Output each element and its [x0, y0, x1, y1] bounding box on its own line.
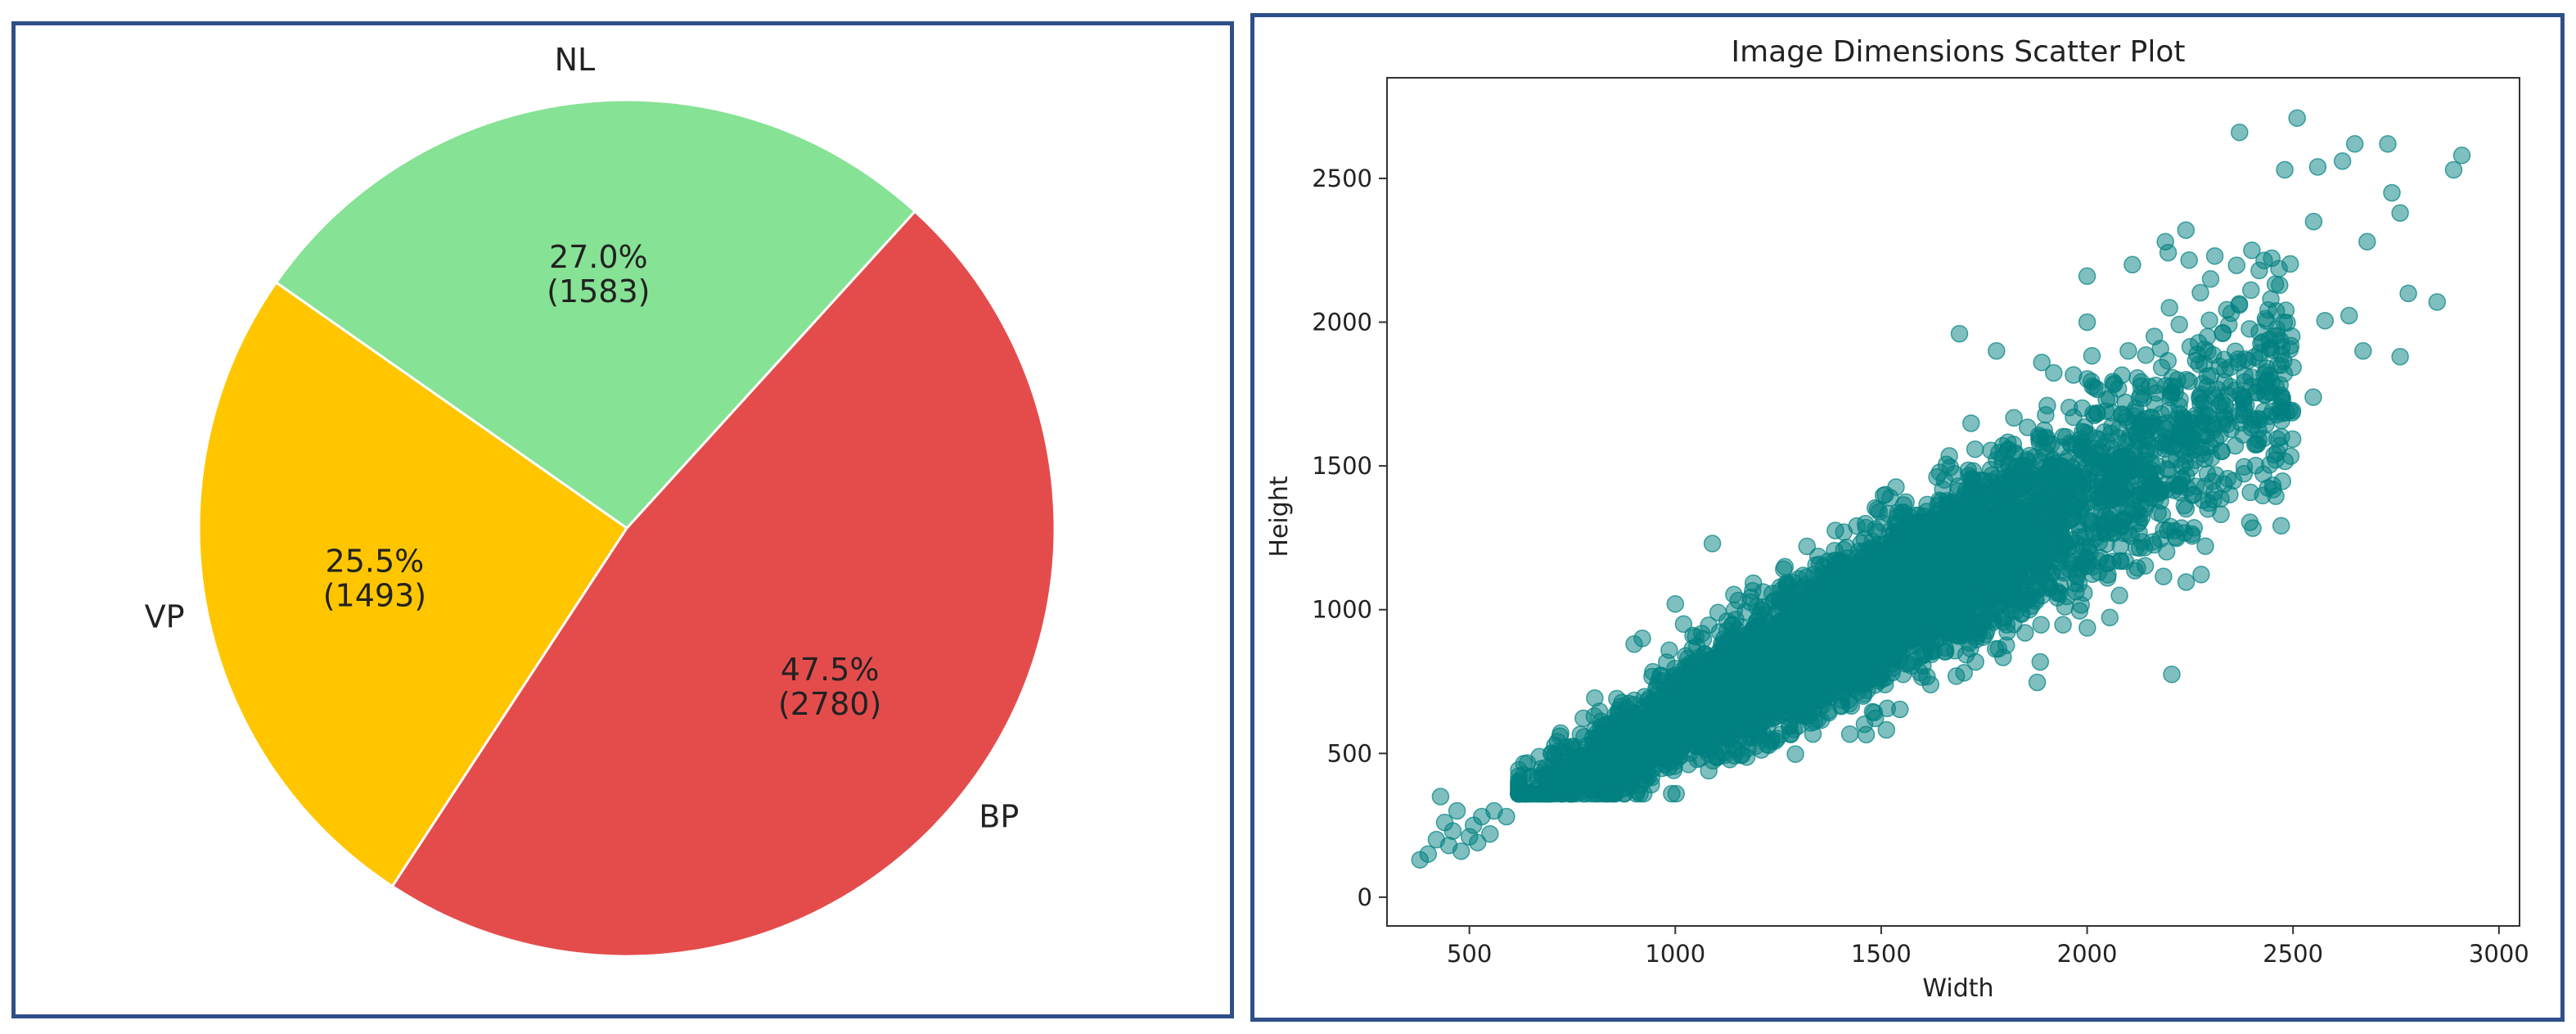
pie-count-bp: (2780) — [778, 686, 881, 722]
scatter-point — [2227, 256, 2246, 274]
scatter-point — [1962, 414, 1980, 432]
scatter-point — [2281, 255, 2299, 273]
scatter-points — [1411, 109, 2471, 869]
scatter-point — [2083, 346, 2101, 365]
scatter-point — [2019, 418, 2037, 436]
scatter-point — [2272, 386, 2290, 404]
pie-slice-bp — [390, 210, 1056, 958]
scatter-point — [2241, 483, 2259, 502]
scatter-point — [1660, 641, 1678, 659]
scatter-point — [1840, 725, 1859, 743]
x-axis-label: Width — [1922, 974, 1993, 1003]
scatter-point — [2277, 301, 2295, 319]
scatter-point — [2272, 517, 2290, 535]
scatter-point — [2200, 311, 2218, 330]
scatter-point — [1879, 504, 1897, 523]
scatter-point — [2157, 543, 2176, 561]
pie-percent-vp: 25.5% — [326, 543, 425, 579]
pie-label-nl: NL — [555, 42, 596, 78]
scatter-point — [1937, 455, 1956, 474]
scatter-point — [2242, 281, 2260, 300]
scatter-point — [2028, 673, 2047, 692]
scatter-point — [2137, 346, 2155, 364]
scatter-point — [2177, 573, 2195, 591]
pie-chart-panel: VP 25.5% (1493) BP 47.5% (2780) NL 27.0% (1583) — [11, 21, 1234, 1018]
scatter-point — [2206, 430, 2225, 449]
scatter-point — [2191, 283, 2209, 302]
scatter-point — [1877, 720, 1896, 739]
scatter-point — [2304, 388, 2322, 406]
scatter-point — [2271, 276, 2289, 295]
scatter-point — [1868, 522, 1886, 541]
scatter-point — [2212, 505, 2230, 524]
y-axis-label: Height — [1265, 476, 1294, 557]
chart-title: Image Dimensions Scatter Plot — [1732, 35, 2186, 69]
scatter-point — [1966, 652, 1984, 671]
scatter-point — [2086, 378, 2104, 397]
scatter-point — [2168, 409, 2186, 428]
scatter-point — [2085, 406, 2104, 425]
scatter-point — [2163, 665, 2181, 684]
scatter-point — [2155, 567, 2173, 585]
scatter-point — [2065, 366, 2083, 384]
scatter-point — [1809, 547, 1827, 566]
scatter-point — [2145, 327, 2164, 345]
scatter-point — [2054, 616, 2072, 634]
scatter-point — [2110, 586, 2128, 605]
pie-percent-nl: 27.0% — [549, 239, 648, 275]
scatter-point — [1832, 698, 1850, 716]
scatter-point — [2218, 469, 2237, 488]
scatter-point — [2134, 389, 2153, 408]
scatter-point — [1935, 471, 1954, 489]
scatter-point — [1766, 732, 1785, 750]
scatter-point — [1786, 745, 1804, 763]
scatter-point — [1771, 578, 1790, 596]
pie-label-vp: VP — [145, 599, 185, 635]
scatter-point — [2262, 290, 2280, 308]
pie-chart: VP 25.5%(1493) BP 47.5%(2780) NL 27.0%(1583) — [145, 42, 1056, 958]
scatter-point — [2316, 311, 2335, 330]
pie-label-bp: BP — [979, 798, 1019, 834]
pie-count-nl: (1583) — [547, 273, 650, 309]
scatter-point — [2038, 396, 2056, 415]
scatter-point — [2032, 616, 2050, 634]
scatter-point — [1891, 700, 1909, 719]
scatter-point — [2045, 363, 2063, 382]
scatter-point — [1725, 585, 1743, 604]
pie-slice-vp — [197, 280, 629, 888]
pie-slice-nl — [274, 98, 917, 530]
scatter-point — [1955, 664, 1973, 682]
scatter-chart-panel: Image Dimensions Scatter Plot Width Heig… — [1250, 13, 2565, 1022]
scatter-point — [2005, 409, 2023, 427]
scatter-point — [2180, 251, 2198, 269]
scatter-point — [2170, 315, 2188, 334]
scatter-point — [2031, 652, 2050, 671]
scatter-point — [2340, 306, 2358, 325]
scatter-point — [2101, 608, 2119, 627]
scatter-point — [2183, 526, 2201, 545]
scatter-point — [2072, 596, 2090, 614]
scatter-point — [2078, 619, 2096, 637]
scatter-point — [1776, 558, 1795, 576]
scatter-point — [1663, 784, 1681, 803]
scatter-point — [2196, 537, 2214, 555]
scatter-point — [2192, 566, 2210, 584]
scatter-chart: Image Dimensions Scatter Plot Width Heig… — [1265, 35, 2529, 1003]
scatter-point — [2255, 251, 2273, 269]
scatter-point — [1856, 514, 1875, 533]
pie-percent-bp: 47.5% — [781, 652, 880, 688]
pie-count-vp: (1493) — [323, 577, 426, 613]
